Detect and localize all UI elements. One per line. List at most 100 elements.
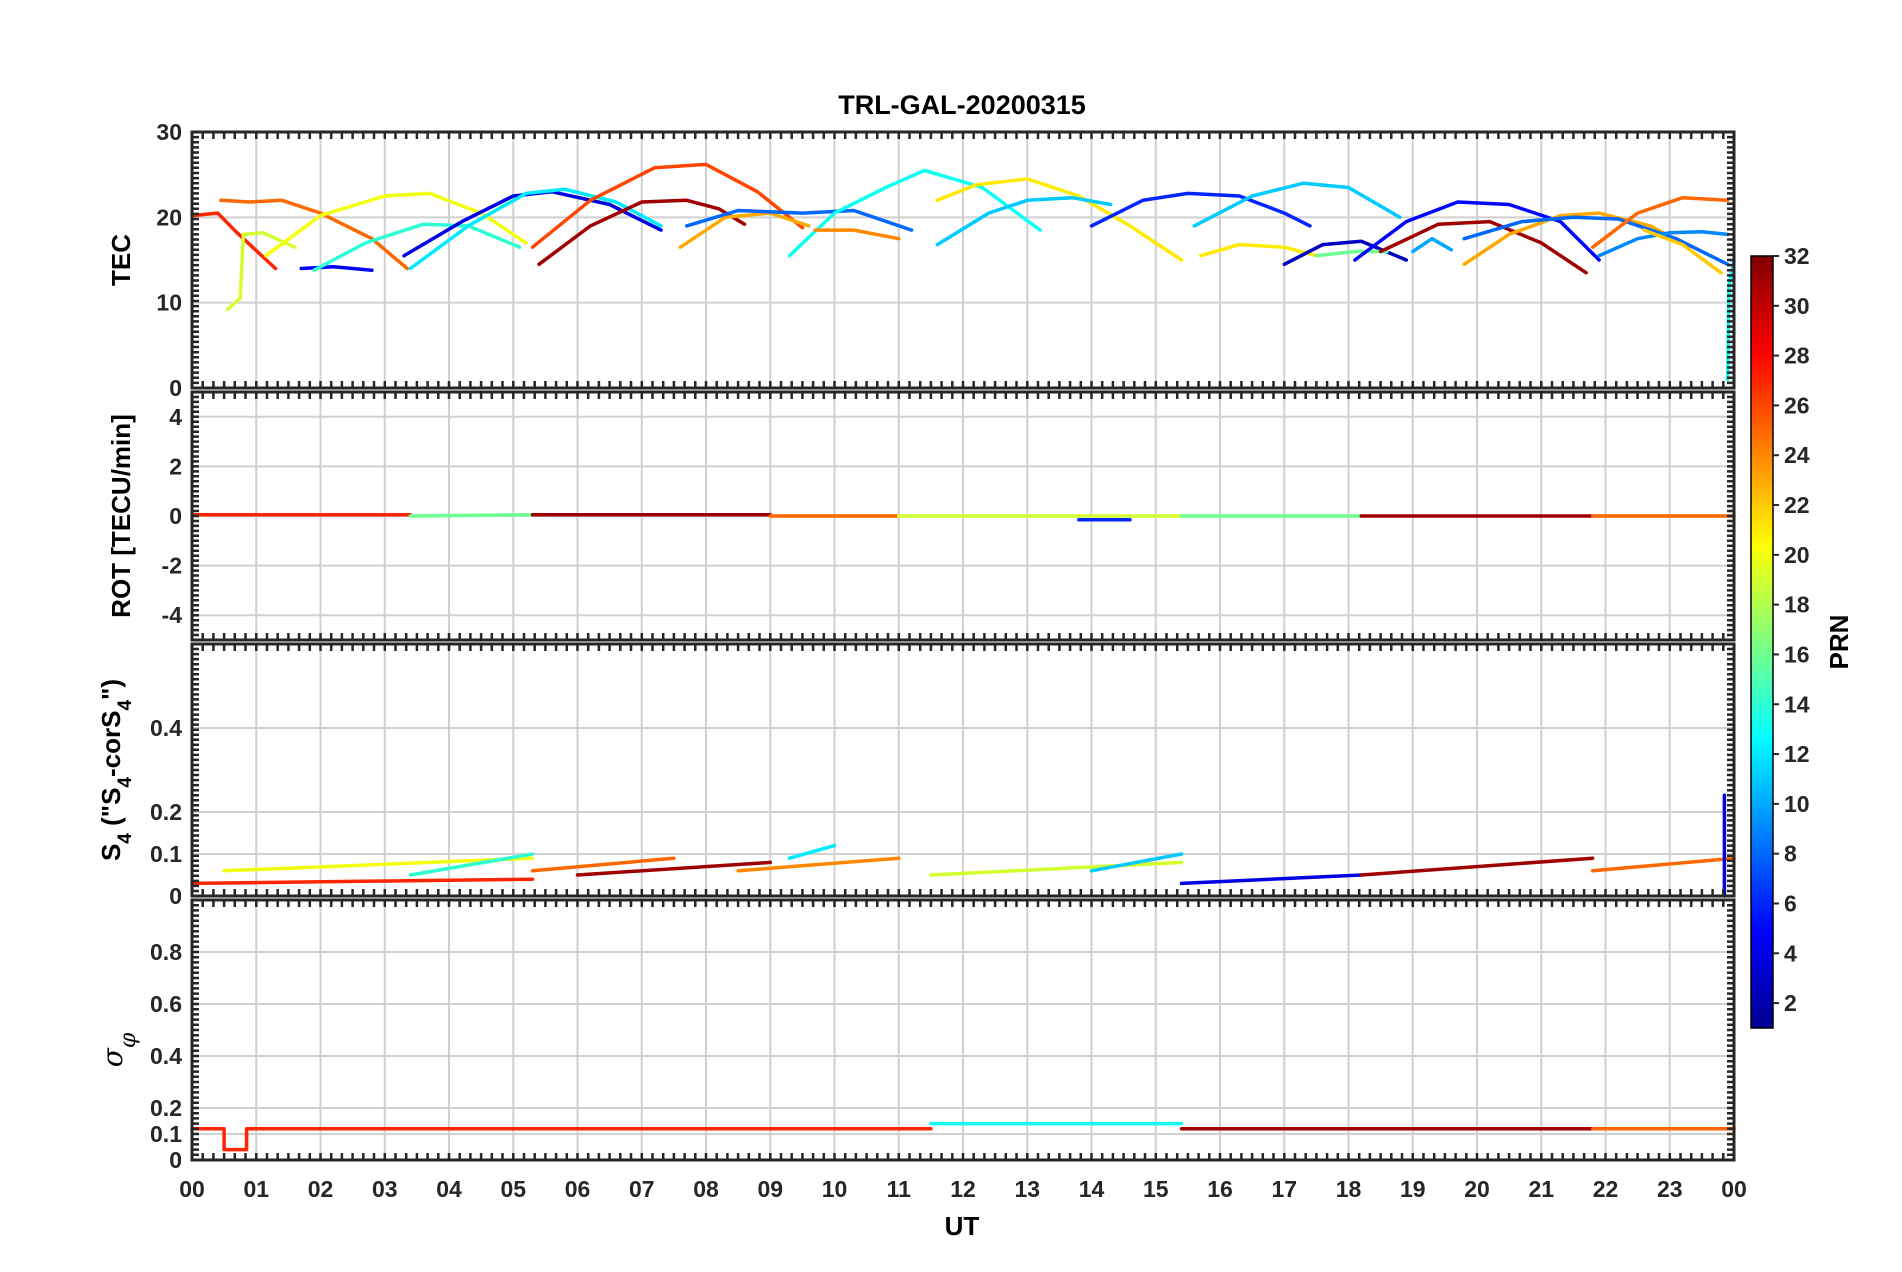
y-tick-label: 0.4 xyxy=(150,715,182,741)
y-tick-label: 0.2 xyxy=(150,1095,182,1121)
x-tick-label: 16 xyxy=(1207,1176,1233,1202)
colorbar-tick-label: 20 xyxy=(1784,542,1810,568)
y-tick-label: 0 xyxy=(169,1147,182,1173)
series-line-prn-8 xyxy=(1462,215,1730,267)
series-line-prn-13 xyxy=(787,168,1042,258)
series-line-prn-11 xyxy=(1089,852,1184,873)
chart-title: TRL-GAL-20200315 xyxy=(838,90,1086,120)
series-line-prn-21 xyxy=(935,177,1184,262)
series-line-prn-12 xyxy=(787,843,837,860)
colorbar-tick-label: 14 xyxy=(1784,691,1810,717)
series-line-prn-19 xyxy=(929,860,1184,877)
colorbar-gradient xyxy=(1750,255,1774,1029)
colorbar-tick-label: 10 xyxy=(1784,791,1810,817)
panel-rot: -4 -2 0 2 4 ROT [TECU/min] xyxy=(106,390,1736,642)
series-line-prn-25 xyxy=(219,198,409,271)
series-line-prn-12 xyxy=(408,187,663,271)
x-tick-label: 13 xyxy=(1014,1176,1040,1202)
series-line-prn-11 xyxy=(1192,181,1402,228)
colorbar-tick-label: 30 xyxy=(1784,293,1810,319)
y-tick-label: 0.4 xyxy=(150,1043,182,1069)
x-tick-label: 10 xyxy=(822,1176,848,1202)
series-line-prn-20 xyxy=(222,856,535,873)
series-line-prn-26 xyxy=(530,162,805,249)
y-tick-label: 2 xyxy=(169,453,182,479)
y-tick-label: 0.6 xyxy=(150,991,182,1017)
series-line-prn-14 xyxy=(312,222,522,272)
x-tick-label: 20 xyxy=(1464,1176,1490,1202)
series-line-prn-20 xyxy=(264,191,528,258)
series-line-prn-31 xyxy=(575,860,773,877)
y-tick-label: 10 xyxy=(156,290,182,316)
x-tick-label: 12 xyxy=(950,1176,976,1202)
y-axis-label: σφ xyxy=(96,1032,141,1067)
x-tick-label: 21 xyxy=(1528,1176,1554,1202)
series-line-prn-10 xyxy=(1411,236,1454,254)
y-tick-label: 0.8 xyxy=(150,939,182,965)
series-line-prn-24 xyxy=(736,856,901,873)
series-line-prn-27 xyxy=(190,211,278,271)
y-tick-label: -2 xyxy=(162,553,182,579)
axes-frame xyxy=(190,130,1736,390)
series-line-prn-31 xyxy=(1359,856,1595,877)
series-line-prn-27 xyxy=(190,1127,933,1152)
panel-sigma-phi: 00.10.2 0.4 0.6 0.8 σφ xyxy=(96,898,1736,1173)
series-line-prn-25 xyxy=(530,856,676,873)
colorbar-tick-label: 6 xyxy=(1784,890,1797,916)
x-tick-label: 04 xyxy=(436,1176,462,1202)
series-line-prn-6 xyxy=(1089,191,1312,228)
x-tick-label: 05 xyxy=(500,1176,526,1202)
x-tick-label: 22 xyxy=(1593,1176,1619,1202)
y-axis-label: S4 ("S4-corS4") xyxy=(96,679,136,861)
series-line-prn-5 xyxy=(1353,200,1601,262)
series-line-prn-5 xyxy=(299,265,374,272)
axes-frame xyxy=(190,898,1736,1162)
x-tick-label: 17 xyxy=(1271,1176,1297,1202)
y-tick-label: 0.1 xyxy=(150,841,182,867)
series-line-prn-25 xyxy=(1590,856,1736,873)
y-tick-label: -4 xyxy=(162,602,183,628)
series-line-prn-16 xyxy=(1314,249,1389,258)
series-line-prn-23 xyxy=(1462,211,1691,267)
x-tick-label: 06 xyxy=(565,1176,591,1202)
x-tick-label: 01 xyxy=(243,1176,269,1202)
x-tick-label: 23 xyxy=(1657,1176,1683,1202)
x-axis-ticks: 00 01 02 03 04 05 06 07 08 09 10 11 12 13 14 15 16 17 18 19… xyxy=(179,1176,1747,1202)
colorbar-tick-label: 18 xyxy=(1784,592,1810,618)
x-tick-label: 03 xyxy=(372,1176,398,1202)
colorbar-tick-label: 24 xyxy=(1784,442,1810,468)
axes-frame xyxy=(190,390,1736,642)
series-line-prn-4 xyxy=(1179,873,1364,886)
colorbar-label: PRN xyxy=(1824,615,1854,670)
series-line-prn-9 xyxy=(1597,230,1730,258)
x-tick-label: 08 xyxy=(693,1176,719,1202)
x-axis-label: UT xyxy=(945,1211,980,1241)
colorbar-tick-label: 8 xyxy=(1784,841,1797,867)
colorbar-tick-label: 28 xyxy=(1784,343,1810,369)
colorbar-tick-label: 16 xyxy=(1784,641,1810,667)
series-line-prn-21 xyxy=(1198,242,1319,258)
series-line-prn-23 xyxy=(678,211,811,249)
series-line-prn-11 xyxy=(935,195,1113,247)
colorbar-tick-label: 4 xyxy=(1784,940,1797,966)
y-tick-label: 4 xyxy=(169,404,182,430)
y-tick-label: 30 xyxy=(156,119,182,145)
y-tick-label: 0 xyxy=(169,375,182,401)
x-tick-label: 00 xyxy=(1721,1176,1747,1202)
axes-frame xyxy=(190,642,1736,898)
y-tick-label: 0 xyxy=(169,503,182,529)
panel-s4: 0 0.1 0.2 0.4 S4 ("S4-corS4") xyxy=(96,642,1736,909)
colorbar-tick-label: 32 xyxy=(1784,243,1810,269)
y-tick-label: 20 xyxy=(156,204,182,230)
y-tick-label: 0.1 xyxy=(150,1121,182,1147)
colorbar-tick-label: 2 xyxy=(1784,990,1797,1016)
x-tick-label: 09 xyxy=(757,1176,783,1202)
series-line-prn-19 xyxy=(225,230,297,312)
x-tick-label: 18 xyxy=(1336,1176,1362,1202)
series-line-prn-8 xyxy=(684,208,914,232)
y-axis-label: ROT [TECU/min] xyxy=(106,414,136,618)
series-line-prn-24 xyxy=(813,228,901,241)
